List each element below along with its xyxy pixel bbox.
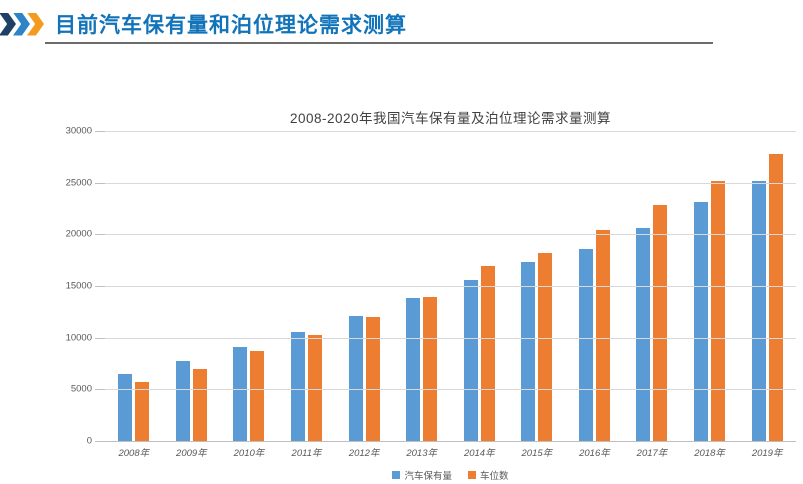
bar-车位数-2018年 xyxy=(711,181,726,441)
x-tick-label: 2015年 xyxy=(521,448,553,459)
bar-车位数-2011年 xyxy=(308,334,323,441)
bar-汽车保有量-2019年 xyxy=(751,181,766,441)
header-divider xyxy=(45,42,713,44)
gridline xyxy=(105,389,796,391)
gridline xyxy=(105,441,796,442)
bar-汽车保有量-2008年 xyxy=(118,374,133,441)
bar-汽车保有量-2016年 xyxy=(578,248,593,441)
y-tick-mark xyxy=(95,131,105,132)
y-tick-label: 30000 xyxy=(65,125,92,137)
y-tick-mark xyxy=(95,389,105,391)
bar-group xyxy=(450,266,508,441)
y-tick-label: 0 xyxy=(86,435,92,447)
bar-汽车保有量-2009年 xyxy=(175,361,190,441)
x-tick-label: 2010年 xyxy=(233,448,265,459)
x-tick-label: 2013年 xyxy=(406,448,437,459)
bar-group xyxy=(738,154,796,441)
chart-title: 2008-2020年我国汽车保有量及泊位理论需求量测算 xyxy=(289,111,612,126)
legend-label: 车位数 xyxy=(480,471,509,482)
y-tick-mark xyxy=(95,234,105,236)
gridline xyxy=(105,234,796,236)
y-tick-label: 15000 xyxy=(65,280,92,292)
gridline xyxy=(105,131,796,132)
gridline xyxy=(105,337,796,339)
x-tick-label: 2019年 xyxy=(751,448,783,459)
gridline xyxy=(105,286,796,287)
y-tick-mark xyxy=(95,441,105,442)
bar-汽车保有量-2014年 xyxy=(463,280,478,441)
bar-group xyxy=(278,331,336,441)
legend-label: 汽车保有量 xyxy=(404,471,452,482)
bar-车位数-2008年 xyxy=(135,382,150,441)
legend-swatch xyxy=(468,471,476,479)
plot-area xyxy=(105,131,796,442)
bar-汽车保有量-2013年 xyxy=(406,298,421,441)
chevron-right-icon xyxy=(13,12,30,36)
bar-汽车保有量-2015年 xyxy=(521,262,536,441)
x-tick-label: 2011年 xyxy=(291,448,322,459)
legend-swatch xyxy=(392,471,401,479)
slide-header: 目前汽车保有量和泊位理论需求测算 xyxy=(0,9,407,39)
bar-车位数-2013年 xyxy=(423,296,438,441)
gridline xyxy=(105,182,796,184)
bar-group xyxy=(105,374,163,441)
y-axis-ticks xyxy=(95,131,105,442)
x-tick-label: 2017年 xyxy=(636,448,668,459)
bar-车位数-2015年 xyxy=(538,252,553,441)
bar-车位数-2014年 xyxy=(480,266,495,441)
bar-汽车保有量-2017年 xyxy=(636,227,651,441)
y-tick-mark xyxy=(95,337,105,339)
bar-车位数-2010年 xyxy=(250,351,265,441)
bar-车位数-2009年 xyxy=(192,369,207,441)
bar-车位数-2017年 xyxy=(653,205,668,441)
y-tick-label: 20000 xyxy=(65,228,92,240)
page-title: 目前汽车保有量和泊位理论需求测算 xyxy=(55,14,407,37)
bar-group xyxy=(508,252,566,441)
bar-group xyxy=(220,346,278,441)
legend-item: 汽车保有量 xyxy=(392,468,452,482)
bar-车位数-2019年 xyxy=(768,154,783,441)
x-tick-label: 2016年 xyxy=(579,448,610,459)
x-tick-label: 2012年 xyxy=(348,448,380,459)
bar-groups xyxy=(105,131,796,441)
triple-chevron-right-icon xyxy=(0,12,44,36)
y-tick-label: 10000 xyxy=(65,332,92,344)
bar-车位数-2016年 xyxy=(595,230,610,441)
bar-group xyxy=(393,296,451,441)
legend-item: 车位数 xyxy=(468,468,509,482)
y-axis: 0 5000 10000 15000 20000 25000 30000 xyxy=(0,126,92,447)
bar-汽车保有量-2011年 xyxy=(291,331,306,441)
bar-group xyxy=(566,230,624,441)
bar-车位数-2012年 xyxy=(365,317,380,441)
bar-汽车保有量-2010年 xyxy=(233,346,248,441)
chart-legend: 汽车保有量 车位数 xyxy=(105,468,796,482)
bar-汽车保有量-2012年 xyxy=(348,315,363,441)
bar-group xyxy=(623,205,681,441)
chevron-right-icon xyxy=(0,12,16,36)
x-tick-label: 2009年 xyxy=(176,448,207,459)
y-tick-label: 25000 xyxy=(65,177,92,189)
x-tick-label: 2018年 xyxy=(694,448,725,459)
y-tick-mark xyxy=(95,286,105,287)
bar-group xyxy=(681,181,739,441)
chevron-right-icon xyxy=(27,12,44,36)
bar-group xyxy=(163,361,221,441)
bar-汽车保有量-2018年 xyxy=(694,202,709,441)
x-tick-label: 2014年 xyxy=(463,448,495,459)
bar-group xyxy=(335,315,393,441)
x-tick-label: 2008年 xyxy=(118,448,150,459)
y-tick-mark xyxy=(95,182,105,184)
x-axis: 2008年 2009年 2010年 2011年 2012年 2013年 2014年 2015年… xyxy=(105,445,796,459)
y-tick-label: 5000 xyxy=(70,383,92,395)
